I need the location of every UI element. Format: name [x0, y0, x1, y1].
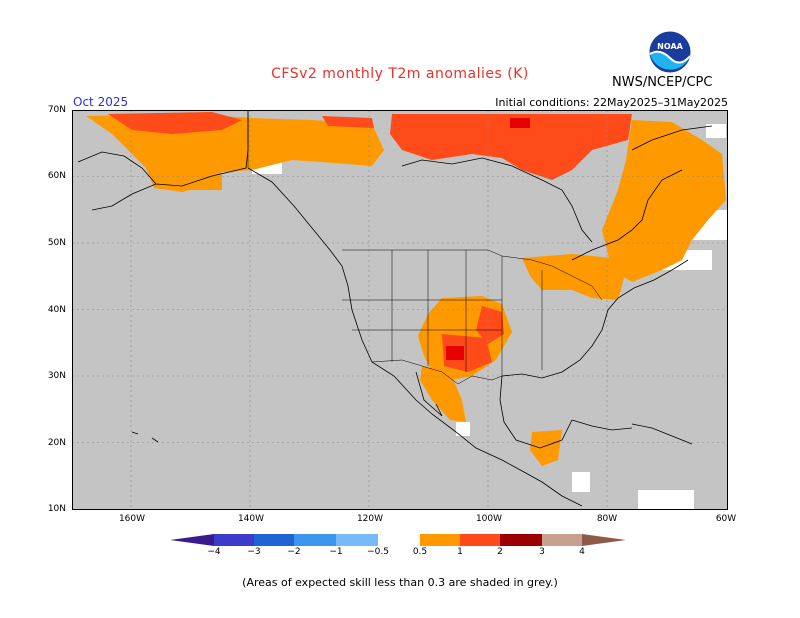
lat-label-20n: 20N: [47, 438, 66, 448]
lon-label-120w: 120W: [356, 514, 384, 524]
colorbar-m1-m05: [336, 534, 378, 546]
lat-label-60n: 60N: [47, 171, 66, 181]
graticule: [72, 110, 728, 510]
colorbar-label-1: 1: [457, 547, 463, 557]
lon-label-160w: 160W: [118, 514, 146, 524]
colorbar-label-m4: −4: [207, 547, 221, 557]
logo-text: NOAA: [657, 42, 683, 51]
colorbar-below-m4: [170, 534, 214, 546]
chart-title: CFSv2 monthly T2m anomalies (K): [271, 66, 529, 82]
colorbar-1-2: [460, 534, 500, 546]
colorbar: [170, 534, 626, 546]
colorbar-label-2: 2: [497, 547, 503, 557]
political-borders: [247, 110, 603, 385]
agency-label: NWS/NCEP/CPC: [612, 75, 713, 90]
noaa-logo: NOAA: [648, 30, 692, 74]
colorbar-above-4: [582, 534, 626, 546]
anomaly-map: [72, 110, 728, 510]
anomaly-1-2: [108, 112, 632, 372]
colorbar-label-05: 0.5: [412, 547, 428, 557]
colorbar-label-m3: −3: [247, 547, 261, 557]
map-frame: [72, 110, 728, 510]
colorbar-m2-m1: [294, 534, 336, 546]
colorbar-label-m1: −1: [329, 547, 343, 557]
lat-label-50n: 50N: [47, 238, 66, 248]
colorbar-m4-m3: [214, 534, 254, 546]
colorbar-label-4: 4: [579, 547, 585, 557]
colorbar-label-3: 3: [539, 547, 545, 557]
colorbar-2-3: [500, 534, 542, 546]
lat-label-70n: 70N: [47, 105, 66, 115]
lat-label-40n: 40N: [47, 305, 66, 315]
forecast-month: Oct 2025: [73, 95, 129, 109]
footnote: (Areas of expected skill less than 0.3 a…: [242, 576, 558, 589]
anomaly-2-3: [446, 118, 530, 360]
colorbar-neutral: [378, 534, 420, 546]
initial-conditions: Initial conditions: 22May2025–31May2025: [495, 96, 728, 109]
lon-label-100w: 100W: [475, 514, 503, 524]
lat-label-10n: 10N: [47, 504, 66, 514]
lon-label-60w: 60W: [715, 514, 737, 524]
colorbar-3-4: [542, 534, 582, 546]
lat-label-30n: 30N: [47, 371, 66, 381]
colorbar-label-m05: −0.5: [367, 547, 389, 557]
anomaly-0.5-1: [86, 114, 726, 466]
lon-label-80w: 80W: [596, 514, 618, 524]
colorbar-m3-m2: [254, 534, 294, 546]
colorbar-label-m2: −2: [287, 547, 301, 557]
lon-label-140w: 140W: [237, 514, 265, 524]
colorbar-05-1: [420, 534, 460, 546]
